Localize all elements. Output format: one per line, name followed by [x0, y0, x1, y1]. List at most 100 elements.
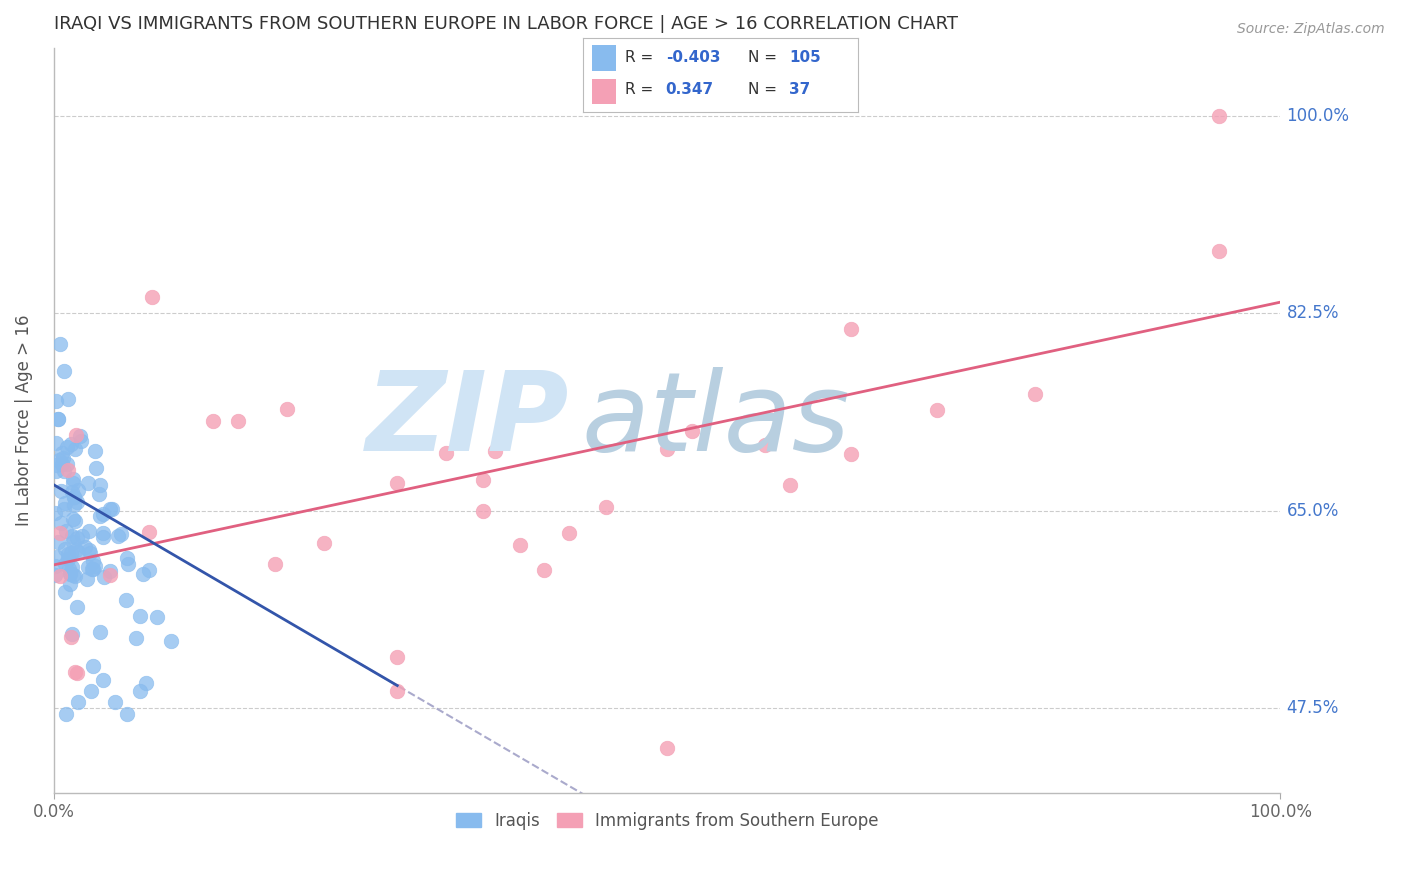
Point — [55, 524, 77, 538]
Point — [202, 413, 225, 427]
Point — [128, 609, 150, 624]
Point — [91, 507, 114, 521]
Text: 37: 37 — [789, 82, 810, 97]
Text: N =: N = — [748, 82, 778, 97]
Point — [839, 447, 862, 461]
Point — [77, 542, 100, 557]
Y-axis label: In Labor Force | Age > 16: In Labor Force | Age > 16 — [15, 315, 32, 526]
Point — [59, 437, 82, 451]
Point — [53, 464, 76, 478]
Text: 47.5%: 47.5% — [1286, 699, 1339, 717]
Point — [509, 538, 531, 552]
Point — [387, 650, 409, 665]
Text: Source: ZipAtlas.com: Source: ZipAtlas.com — [1237, 22, 1385, 37]
Point — [312, 536, 335, 550]
Text: 100.0%: 100.0% — [1286, 107, 1350, 125]
Point — [138, 524, 160, 539]
Point — [1208, 244, 1230, 259]
Point — [46, 412, 69, 426]
Bar — [592, 45, 616, 70]
Point — [89, 625, 111, 640]
Text: -0.403: -0.403 — [666, 50, 720, 64]
Point — [65, 543, 87, 558]
Point — [46, 412, 69, 426]
Point — [73, 540, 96, 554]
Point — [387, 475, 409, 490]
Point — [263, 558, 285, 572]
Point — [472, 474, 495, 488]
Legend: Iraqis, Immigrants from Southern Europe: Iraqis, Immigrants from Southern Europe — [449, 805, 884, 837]
Point — [52, 364, 75, 378]
Point — [80, 562, 103, 576]
Point — [65, 427, 87, 442]
Point — [558, 526, 581, 541]
Point — [484, 444, 506, 458]
Point — [117, 557, 139, 571]
Point — [63, 442, 86, 457]
Point — [655, 442, 678, 456]
Point — [533, 563, 555, 577]
Point — [59, 566, 82, 581]
Point — [98, 502, 121, 516]
Point — [44, 559, 66, 574]
Point — [117, 706, 139, 721]
Point — [63, 514, 86, 528]
Point — [45, 464, 67, 478]
Point — [44, 506, 66, 520]
Point — [77, 524, 100, 538]
Point — [60, 485, 83, 500]
Point — [62, 512, 84, 526]
Point — [387, 684, 409, 698]
Point — [56, 440, 79, 454]
Point — [125, 631, 148, 645]
Point — [55, 585, 77, 599]
Point — [44, 567, 66, 582]
Point — [82, 659, 104, 673]
Bar — [592, 78, 616, 104]
Point — [53, 542, 76, 557]
Point — [98, 564, 121, 578]
Point — [65, 531, 87, 545]
Text: R =: R = — [624, 82, 652, 97]
Point — [65, 600, 87, 615]
Point — [62, 490, 84, 504]
Point — [86, 460, 108, 475]
Point — [91, 525, 114, 540]
Point — [70, 529, 93, 543]
Text: atlas: atlas — [581, 367, 849, 474]
Point — [62, 567, 84, 582]
Point — [107, 529, 129, 543]
Point — [51, 483, 73, 498]
Point — [56, 552, 79, 566]
Text: R =: R = — [624, 50, 652, 64]
Point — [160, 633, 183, 648]
Point — [60, 529, 83, 543]
Point — [91, 530, 114, 544]
Point — [1024, 386, 1046, 401]
Point — [93, 569, 115, 583]
Point — [100, 502, 122, 516]
Point — [104, 695, 127, 709]
Point — [60, 627, 83, 641]
Point — [79, 684, 101, 698]
Text: 65.0%: 65.0% — [1286, 502, 1339, 520]
Point — [55, 457, 77, 471]
Point — [51, 445, 73, 459]
Point — [51, 457, 73, 471]
Point — [145, 610, 167, 624]
Point — [66, 666, 89, 681]
Point — [59, 546, 82, 560]
Point — [55, 706, 77, 721]
Text: IRAQI VS IMMIGRANTS FROM SOUTHERN EUROPE IN LABOR FORCE | AGE > 16 CORRELATION C: IRAQI VS IMMIGRANTS FROM SOUTHERN EUROPE… — [53, 15, 957, 33]
Point — [70, 434, 93, 448]
Point — [58, 562, 80, 576]
Point — [56, 547, 79, 561]
Point — [59, 577, 82, 591]
Text: ZIP: ZIP — [366, 367, 569, 474]
Point — [67, 483, 90, 498]
Point — [84, 444, 107, 458]
Point — [117, 550, 139, 565]
Point — [655, 740, 678, 755]
Point — [63, 665, 86, 680]
Text: 82.5%: 82.5% — [1286, 304, 1339, 322]
